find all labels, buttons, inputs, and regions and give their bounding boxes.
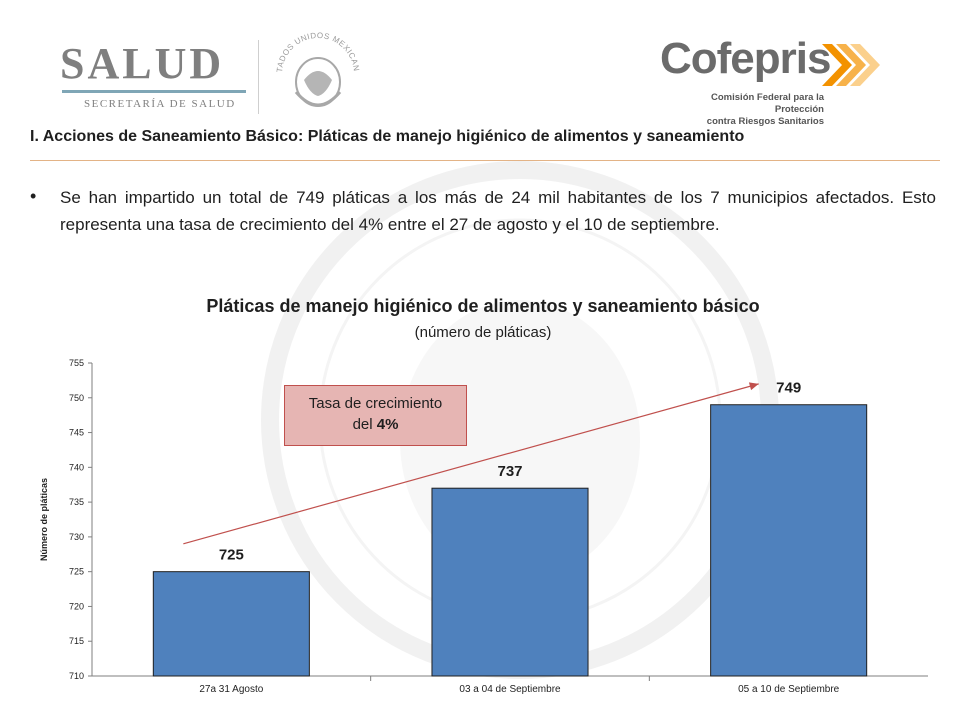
y-axis-title: Número de pláticas (39, 478, 49, 561)
growth-rate-callout: Tasa de crecimiento del 4% (284, 385, 467, 446)
x-tick-label: 27a 31 Agosto (199, 684, 263, 695)
y-tick-label: 750 (69, 393, 84, 403)
cofepris-subtitle-line2: contra Riesgos Sanitarios (706, 116, 824, 127)
y-tick-label: 725 (69, 567, 84, 577)
chart-subtitle: (número de pláticas) (414, 324, 552, 341)
y-tick-label: 735 (69, 497, 84, 507)
bar (710, 404, 868, 677)
callout-line2: del 4% (285, 414, 466, 435)
header-divider (258, 40, 259, 114)
title-rule (30, 160, 940, 161)
y-tick-label: 740 (69, 462, 84, 472)
cofepris-logo-subtitle: Comisión Federal para la Protección cont… (664, 92, 824, 128)
x-tick-label: 03 a 04 de Septiembre (459, 684, 561, 695)
chevron-arrows-icon (822, 44, 880, 86)
mexico-seal-icon: ESTADOS UNIDOS MEXICANOS (268, 22, 360, 107)
trend-arrow-line (183, 383, 759, 545)
data-label: 749 (776, 380, 801, 397)
y-tick-label: 745 (69, 428, 84, 438)
y-tick-label: 730 (69, 532, 84, 542)
bar (152, 571, 310, 677)
chart-title: Pláticas de manejo higiénico de alimento… (206, 296, 760, 316)
salud-logo-text: SALUD (60, 39, 225, 88)
salud-logo: SALUD SECRETARÍA DE SALUD (60, 38, 250, 116)
y-tick-label: 715 (69, 636, 84, 646)
section-title: I. Acciones de Saneamiento Básico: Pláti… (30, 128, 745, 145)
y-tick-label: 710 (69, 671, 84, 681)
cofepris-logo-text: Cofepris (660, 34, 831, 83)
bullet-text: Se han impartido un total de 749 plática… (60, 188, 936, 234)
callout-line2-prefix: del (352, 416, 377, 433)
cofepris-logo: Cofepris Comisión Federal para la Protec… (660, 34, 890, 130)
data-label: 725 (219, 547, 244, 564)
data-label: 737 (497, 463, 522, 480)
y-tick-label: 755 (69, 358, 84, 368)
callout-line1: Tasa de crecimiento (308, 395, 443, 412)
bullet-icon: • (30, 186, 37, 206)
trend-arrow-head (748, 382, 759, 391)
x-tick-label: 05 a 10 de Septiembre (738, 684, 840, 695)
cofepris-subtitle-line1: Comisión Federal para la Protección (711, 92, 824, 115)
salud-logo-bar (62, 90, 246, 93)
y-tick-label: 720 (69, 601, 84, 611)
bar (431, 487, 589, 677)
callout-value: 4% (376, 416, 399, 433)
salud-logo-subtitle: SECRETARÍA DE SALUD (84, 98, 236, 110)
